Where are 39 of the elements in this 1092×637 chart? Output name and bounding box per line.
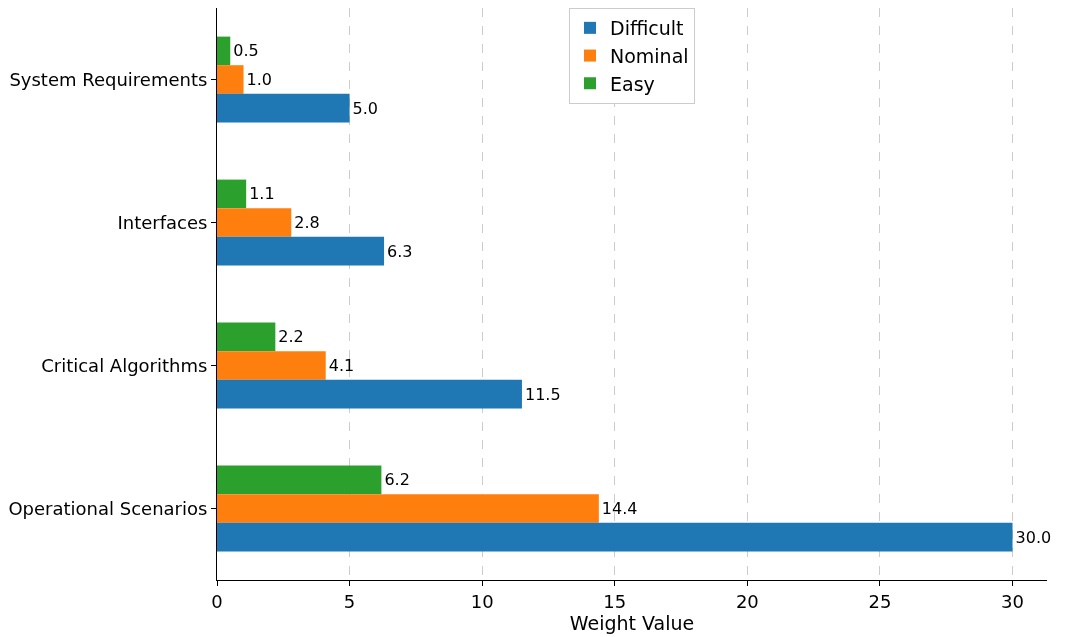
bar	[217, 65, 244, 94]
data-label: 6.2	[384, 470, 410, 490]
bar	[217, 36, 231, 66]
data-label: 2.2	[278, 327, 304, 347]
data-label: 5.0	[352, 98, 379, 118]
bar	[217, 93, 350, 123]
data-label: 6.3	[387, 241, 413, 261]
x-tick-label: 25	[868, 590, 892, 612]
data-label: 14.4	[601, 499, 638, 518]
bar	[217, 379, 522, 409]
data-label: 1.0	[246, 70, 272, 89]
bar	[217, 494, 599, 523]
legend-label: Easy	[610, 72, 655, 95]
x-tick-label: 5	[343, 590, 356, 612]
data-label: 2.8	[294, 213, 320, 232]
x-tick-label: 10	[470, 590, 494, 612]
x-tick-label: 30	[1001, 590, 1024, 612]
legend-label: Nominal	[610, 44, 689, 67]
y-tick-label: System Requirements	[9, 68, 208, 90]
x-tick-label: 0	[211, 590, 223, 612]
bar	[217, 236, 385, 266]
bar	[217, 522, 1013, 552]
data-label: 4.1	[328, 356, 355, 375]
bar	[217, 351, 326, 380]
x-tick-label: 15	[603, 590, 627, 612]
x-tick-label: 20	[735, 590, 759, 612]
legend-label: Difficult	[610, 17, 684, 40]
bar	[217, 322, 276, 352]
bar	[217, 465, 382, 495]
x-axis-title: Weight Value	[569, 611, 695, 634]
y-tick-label: Interfaces	[117, 211, 208, 233]
data-label: 0.5	[233, 41, 259, 61]
y-tick-label: Critical Algorithms	[41, 354, 208, 376]
bar	[217, 179, 247, 209]
data-label: 30.0	[1015, 527, 1052, 547]
y-tick-label: Operational Scenarios	[8, 497, 208, 519]
bar	[217, 208, 292, 237]
data-label: 1.1	[249, 184, 275, 204]
data-label: 11.5	[524, 384, 561, 404]
